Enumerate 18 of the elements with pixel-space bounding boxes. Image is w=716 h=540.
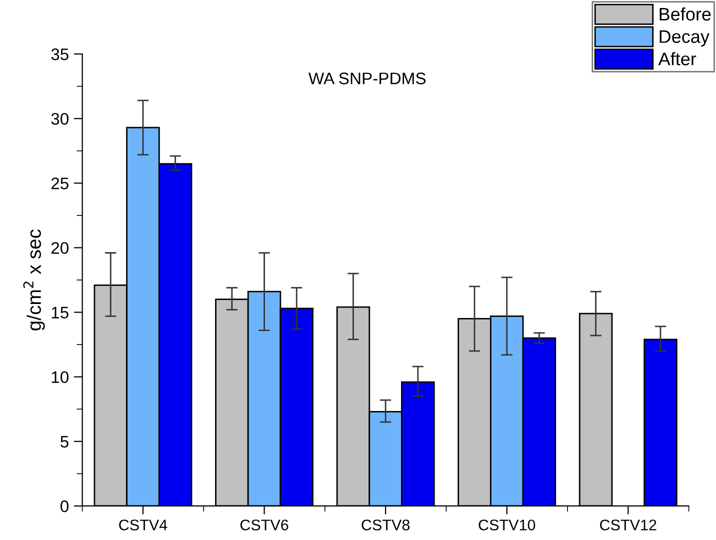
y-tick-label: 10 [52,371,68,384]
x-tick-label: CSTV8 [362,520,410,530]
y-tick-label: 20 [51,242,68,254]
y-tick-label: 30 [51,112,68,125]
y-tick-label: 0 [60,500,68,512]
legend-label: Before [660,7,711,21]
legend-label: After [658,52,696,66]
y-tick-label: 15 [52,306,68,318]
y-axis-title: g/cm$^{2}$ x sec [23,229,45,330]
x-tick-label: CSTV4 [119,520,168,530]
x-tick-label: CSTV10 [478,520,536,530]
text: WA SNP-PDMS [308,72,426,84]
y-tick-label: 5 [60,436,68,448]
y-tick-label: 25 [51,178,68,190]
legend-label: Decay [660,30,710,47]
y-tick-label: 35 [51,48,68,60]
x-tick-label: CSTV12 [600,520,656,530]
x-tick-label: CSTV6 [240,520,288,530]
